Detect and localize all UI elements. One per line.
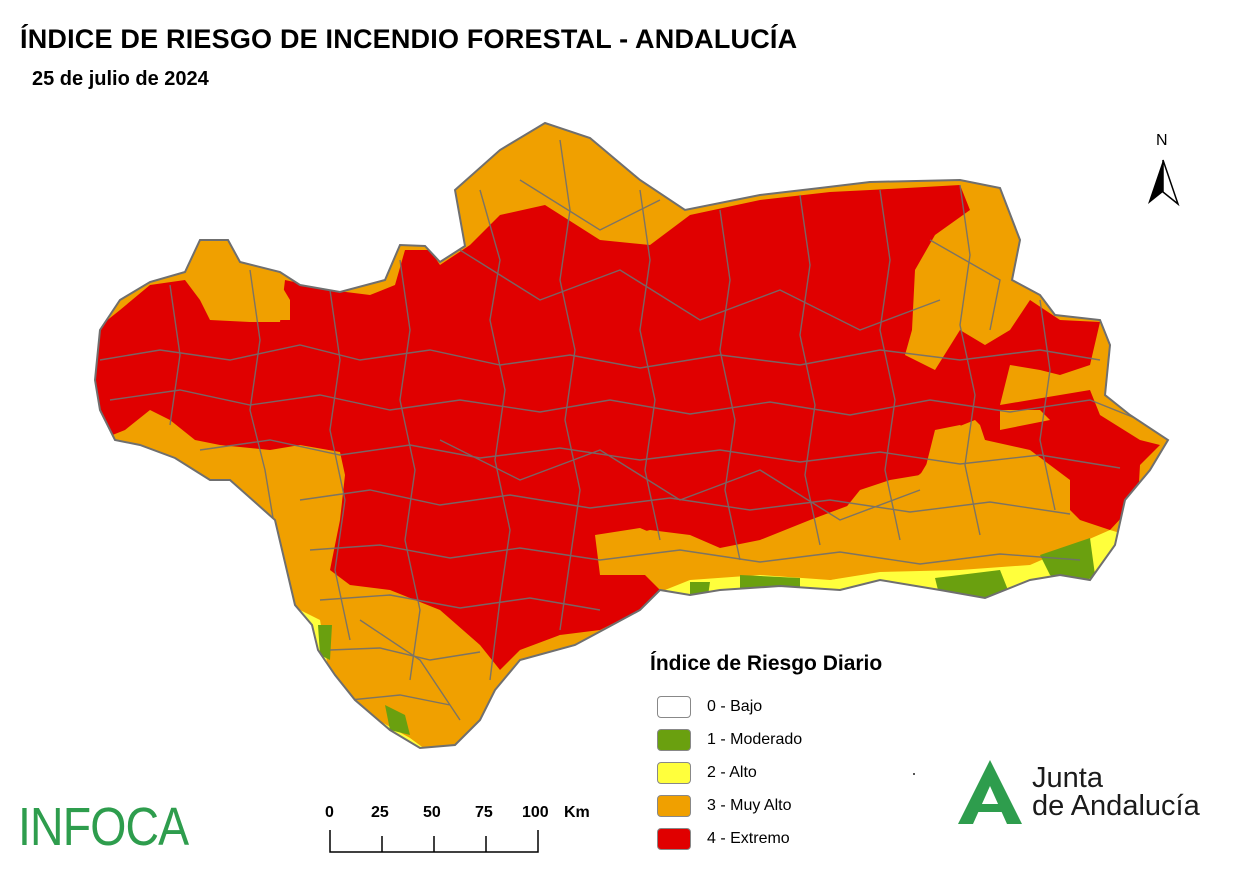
legend-item-extremo: 4 - Extremo bbox=[650, 822, 950, 855]
legend-label: 0 - Bajo bbox=[707, 697, 763, 715]
scale-tick-label: 100 bbox=[522, 804, 549, 821]
legend-item-bajo: 0 - Bajo bbox=[650, 690, 950, 723]
legend-item-moderado: 1 - Moderado bbox=[650, 723, 950, 756]
legend-swatch-alto bbox=[657, 761, 691, 784]
map-date: 25 de julio de 2024 bbox=[32, 68, 209, 90]
legend-label: 4 - Extremo bbox=[707, 829, 790, 847]
junta-logo-line1: Junta bbox=[1032, 762, 1103, 794]
infoca-logo: INFOCA bbox=[18, 797, 189, 857]
scale-tick-label: 0 bbox=[325, 804, 334, 821]
junta-andalucia-logo-icon bbox=[958, 760, 1022, 824]
risk-zone-moderado bbox=[318, 538, 1095, 735]
legend-label: 2 - Alto bbox=[707, 763, 757, 781]
legend-label: 3 - Muy Alto bbox=[707, 796, 792, 814]
legend-title: Índice de Riesgo Diario bbox=[650, 652, 883, 675]
legend-item-alto: 2 - Alto bbox=[650, 756, 950, 789]
scale-tick-label: 25 bbox=[371, 804, 389, 821]
legend: Índice de Riesgo Diario 0 - Bajo 1 - Mod… bbox=[650, 652, 950, 855]
legend-label: 1 - Moderado bbox=[707, 730, 803, 748]
scale-bar: 0 25 50 75 100 Km bbox=[320, 800, 620, 860]
scale-tick-label: 50 bbox=[423, 804, 441, 821]
scale-bar-graphic bbox=[329, 830, 539, 853]
municipal-boundaries bbox=[99, 139, 1141, 721]
map-title: ÍNDICE DE RIESGO DE INCENDIO FORESTAL - … bbox=[20, 24, 798, 54]
legend-swatch-moderado bbox=[657, 728, 691, 751]
legend-swatch-extremo bbox=[657, 827, 691, 850]
legend-swatch-bajo bbox=[657, 695, 691, 718]
scale-unit: Km bbox=[564, 804, 590, 821]
legend-item-muy-alto: 3 - Muy Alto bbox=[650, 789, 950, 822]
north-arrow-icon bbox=[1148, 159, 1180, 207]
risk-zone-extremo bbox=[95, 185, 1160, 670]
north-label: N bbox=[1156, 132, 1168, 149]
risk-zone-muy-alto-east bbox=[595, 365, 1090, 580]
junta-logo-line2: de Andalucía bbox=[1032, 790, 1200, 822]
legend-swatch-muy-alto bbox=[657, 794, 691, 817]
scale-tick-label: 75 bbox=[475, 804, 493, 821]
risk-zone-muy-alto-northwest bbox=[195, 255, 290, 320]
map-dot bbox=[913, 773, 915, 775]
